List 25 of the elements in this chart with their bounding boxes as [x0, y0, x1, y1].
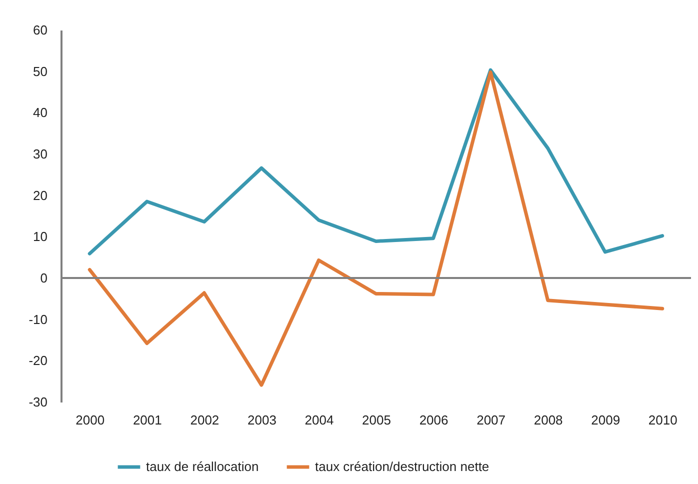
- legend-label: taux création/destruction nette: [315, 459, 490, 474]
- y-tick-label: 20: [33, 188, 48, 203]
- x-tick-label: 2000: [76, 412, 105, 428]
- x-tick-label: 2001: [132, 412, 162, 428]
- x-tick-label: 2010: [648, 412, 678, 428]
- y-tick-label: 40: [33, 105, 48, 120]
- legend-label: taux de réallocation: [146, 459, 259, 474]
- line-series: [88, 70, 664, 387]
- x-tick-label: 2009: [591, 412, 620, 428]
- y-tick-label: 60: [33, 22, 48, 38]
- x-tick-label: 2008: [534, 412, 563, 428]
- x-tick-label: 2007: [476, 412, 506, 428]
- x-tick-label: 2003: [247, 412, 276, 428]
- y-tick-label: 30: [33, 146, 48, 162]
- y-tick-label: -30: [28, 394, 48, 410]
- line-series: [88, 68, 664, 256]
- x-tick-label: 2002: [190, 412, 220, 428]
- y-tick-label: 10: [33, 229, 48, 244]
- y-tick-label: -10: [28, 312, 48, 327]
- y-tick-label: 50: [33, 64, 48, 79]
- x-tick-label: 2006: [419, 412, 448, 428]
- y-tick-label: 0: [40, 270, 48, 286]
- x-tick-label: 2004: [304, 412, 334, 428]
- y-tick-label: -20: [28, 353, 48, 368]
- x-tick-label: 2005: [362, 412, 391, 428]
